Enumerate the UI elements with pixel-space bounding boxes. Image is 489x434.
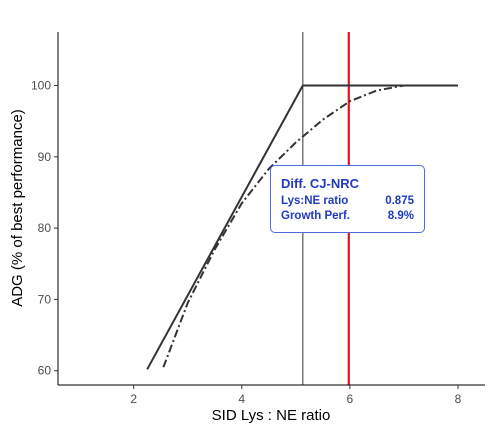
series-line-1 <box>162 84 458 368</box>
annotation-box: Diff. CJ-NRC Lys:NE ratio 0.875 Growth P… <box>270 165 425 233</box>
x-axis-title: SID Lys : NE ratio <box>212 407 331 424</box>
x-tick-label: 8 <box>455 392 462 406</box>
y-tick-label: 80 <box>38 221 52 235</box>
y-tick-label: 60 <box>38 364 52 378</box>
x-tick-label: 2 <box>130 392 137 406</box>
series-group <box>146 84 458 370</box>
annotation-growth-label: Growth Perf. <box>281 210 351 222</box>
y-tick-label: 100 <box>31 78 51 92</box>
annotation-title: Diff. CJ-NRC <box>281 176 359 191</box>
x-tick-label: 6 <box>347 392 354 406</box>
y-ticks: 60 70 80 90 100 <box>31 78 58 378</box>
y-axis-title: ADG (% of best performance) <box>9 109 26 307</box>
annotation-ratio-label: Lys:NE ratio <box>281 195 349 207</box>
y-tick-label: 70 <box>38 292 52 306</box>
annotation-growth-value: 8.9% <box>387 210 414 222</box>
x-tick-label: 4 <box>238 392 245 406</box>
annotation-ratio-value: 0.875 <box>385 195 414 207</box>
y-tick-label: 90 <box>38 150 52 164</box>
x-ticks: 2 4 6 8 <box>130 385 462 406</box>
